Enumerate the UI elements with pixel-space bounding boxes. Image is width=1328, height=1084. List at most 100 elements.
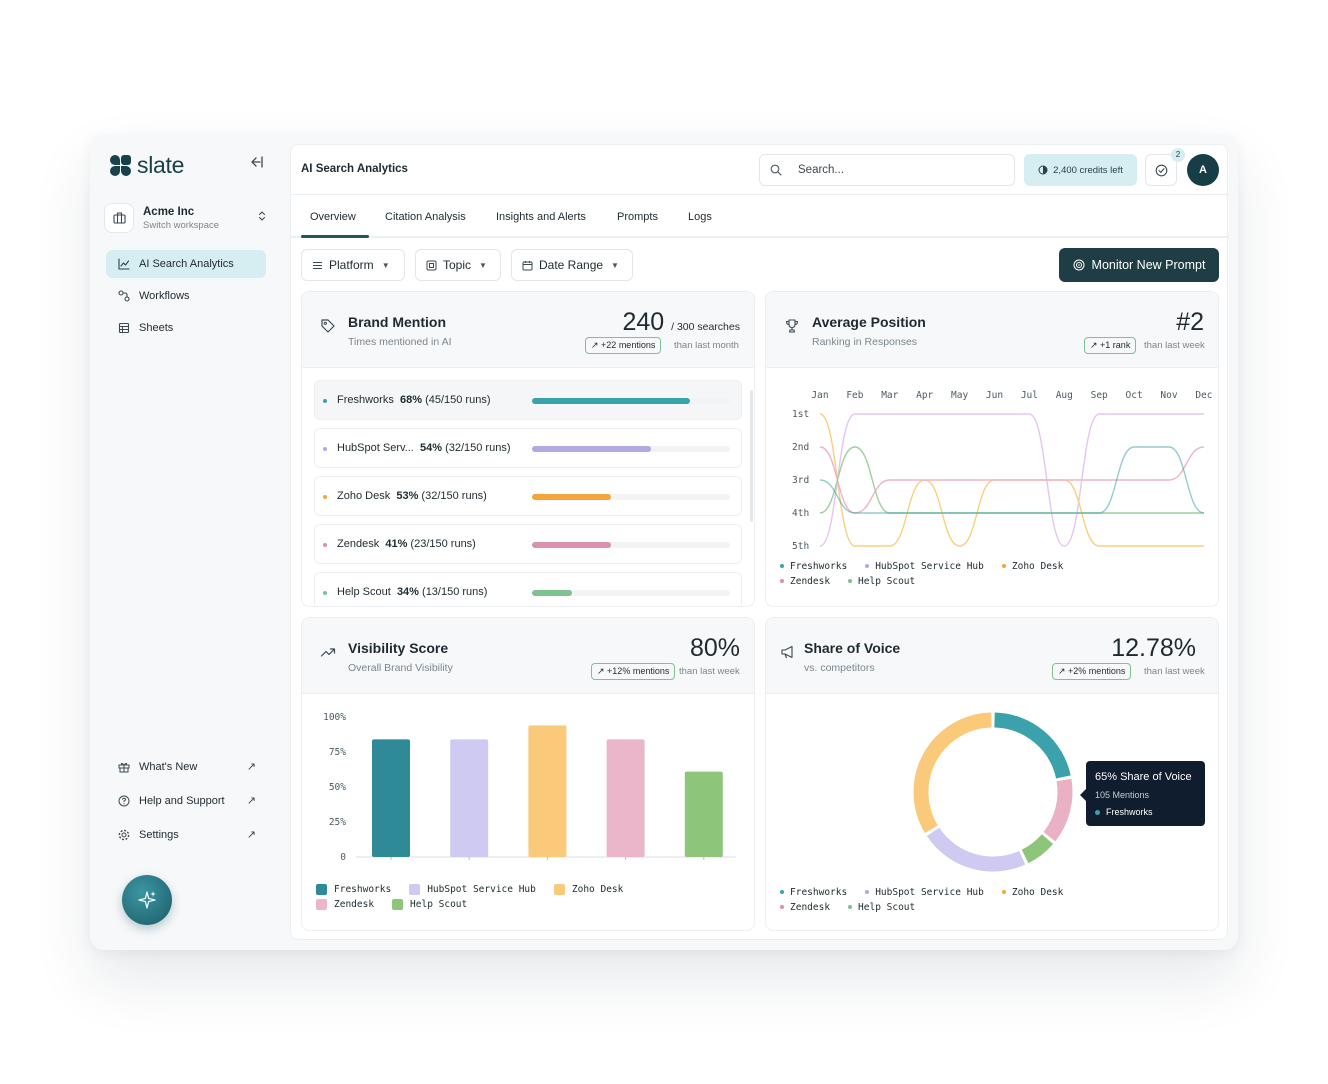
external-link-icon: ↗ [246, 761, 256, 773]
credits-badge[interactable]: 2,400 credits left [1024, 154, 1137, 186]
sidebar-bottom-nav: What's New ↗ Help and Support ↗ Settings… [106, 752, 266, 854]
legend-swatch [1095, 809, 1100, 815]
y-tick-label: 4th [792, 508, 809, 519]
external-link-icon: ↗ [246, 795, 256, 807]
legend-swatch [316, 884, 327, 895]
tab-overview[interactable]: Overview [310, 211, 356, 223]
legend-item: Zendesk [780, 576, 830, 587]
sidebar-item-whats-new[interactable]: What's New ↗ [106, 752, 266, 782]
search-icon [770, 164, 782, 176]
brand-label: Zendesk 41% (23/150 runs) [337, 538, 476, 550]
active-tab-indicator [301, 235, 369, 238]
card-value: #2 [1176, 308, 1204, 336]
card-subtitle: Overall Brand Visibility [348, 662, 453, 674]
coin-icon [1038, 165, 1048, 175]
donut-slice[interactable] [913, 712, 992, 834]
legend-swatch [316, 899, 327, 910]
sidebar-item-label: Help and Support [139, 795, 225, 807]
list-scrollbar[interactable] [750, 390, 753, 522]
list-item[interactable]: Zoho Desk 53% (32/150 runs) [314, 476, 742, 516]
sparkle-icon [138, 891, 156, 909]
list-item[interactable]: Zendesk 41% (23/150 runs) [314, 524, 742, 564]
brand-name: Zendesk [337, 538, 380, 550]
sidebar-item-settings[interactable]: Settings ↗ [106, 820, 266, 850]
brand-color-dot [323, 495, 327, 499]
monitor-new-prompt-button[interactable]: Monitor New Prompt [1059, 248, 1219, 282]
progress-fill [532, 542, 612, 548]
radar-icon [1073, 259, 1085, 271]
legend-swatch [1001, 564, 1006, 568]
search-input[interactable] [798, 164, 988, 176]
ai-assistant-button[interactable] [122, 875, 172, 925]
x-tick-label: Dec [1195, 390, 1212, 401]
sidebar-item-ai-search-analytics[interactable]: AI Search Analytics [106, 250, 266, 278]
legend-label: Zendesk [334, 899, 375, 910]
platform-filter[interactable]: Platform ▼ [301, 249, 405, 281]
date-range-filter[interactable]: Date Range ▼ [511, 249, 633, 281]
tab-insights-and-alerts[interactable]: Insights and Alerts [496, 211, 586, 223]
legend-label: Zendesk [790, 575, 831, 587]
tab-bar: Overview Citation Analysis Insights and … [291, 195, 1229, 238]
brand-runs: (13/150 runs) [422, 586, 488, 598]
filter-label: Platform [329, 258, 374, 272]
series-line [819, 446, 1204, 514]
progress-fill [532, 398, 691, 404]
delta-badge: ↗ +1 rank [1084, 337, 1137, 354]
legend-label: Help Scout [858, 901, 916, 913]
bar [528, 725, 567, 857]
line-chart-legend: Zendesk Help Scout [780, 575, 933, 587]
list-item[interactable]: Freshworks 68% (45/150 runs) [314, 380, 742, 420]
brand-percent: 54% [419, 442, 442, 454]
collapse-sidebar-icon[interactable] [247, 156, 267, 174]
legend-item: Freshworks [316, 884, 391, 895]
donut-slice[interactable] [1021, 833, 1054, 864]
building-icon [104, 203, 134, 233]
sidebar-item-help-and-support[interactable]: Help and Support ↗ [106, 786, 266, 816]
sidebar-item-sheets[interactable]: Sheets [106, 314, 266, 342]
tab-citation-analysis[interactable]: Citation Analysis [385, 211, 466, 223]
chart-tooltip: 65% Share of Voice 105 Mentions Freshwor… [1080, 761, 1205, 826]
sidebar-item-label: What's New [139, 761, 198, 773]
card-value: 12.78% [1111, 634, 1196, 662]
logo[interactable]: slate [110, 152, 184, 179]
average-position-card: Average Position Ranking in Responses #2… [765, 291, 1219, 607]
y-tick-label: 0 [340, 852, 346, 863]
brand-name: Help Scout [337, 586, 391, 598]
progress-track [532, 494, 730, 500]
visibility-bar-chart: 100% 75% 50% 25% 0 [323, 712, 736, 863]
sidebar-item-workflows[interactable]: Workflows [106, 282, 266, 310]
donut-slice[interactable] [926, 827, 1026, 872]
y-tick-label: 3rd [792, 475, 809, 486]
x-tick-label: Nov [1160, 390, 1177, 401]
list-item[interactable]: HubSpot Serv... 54% (32/150 runs) [314, 428, 742, 468]
tag-square-icon [426, 260, 437, 271]
avatar[interactable]: A [1187, 154, 1219, 186]
card-value: 80% [689, 634, 740, 662]
check-circle-icon [1155, 164, 1167, 176]
legend-label: Freshworks [334, 884, 392, 895]
donut-slice[interactable] [1043, 778, 1073, 842]
workspace-switcher[interactable]: Acme Inc Switch workspace [104, 200, 272, 236]
brand-name: HubSpot Serv... [337, 442, 414, 454]
logo-text: slate [137, 152, 185, 178]
delta-text: +22 mentions [601, 340, 656, 350]
table-icon [118, 322, 130, 334]
x-tick-label: Jul [1021, 390, 1038, 401]
progress-track [532, 398, 730, 404]
legend-swatch [392, 899, 404, 910]
sidebar-nav: AI Search Analytics Workflows Sheets [106, 250, 266, 346]
x-tick-label: Mar [881, 390, 898, 401]
search-box[interactable] [759, 154, 1015, 186]
progress-track [532, 446, 730, 452]
list-item[interactable]: Help Scout 34% (13/150 runs) [314, 572, 742, 606]
legend-label: Freshworks [790, 886, 848, 898]
sidebar-item-label: AI Search Analytics [139, 258, 234, 270]
tab-logs[interactable]: Logs [688, 211, 712, 223]
topic-filter[interactable]: Topic ▼ [415, 249, 501, 281]
legend-swatch [1001, 890, 1006, 894]
legend-swatch [409, 884, 421, 895]
legend-label: Help Scout [858, 575, 916, 587]
tab-prompts[interactable]: Prompts [617, 211, 658, 223]
workspace-name: Acme Inc [143, 205, 195, 218]
donut-slice[interactable] [994, 712, 1071, 779]
